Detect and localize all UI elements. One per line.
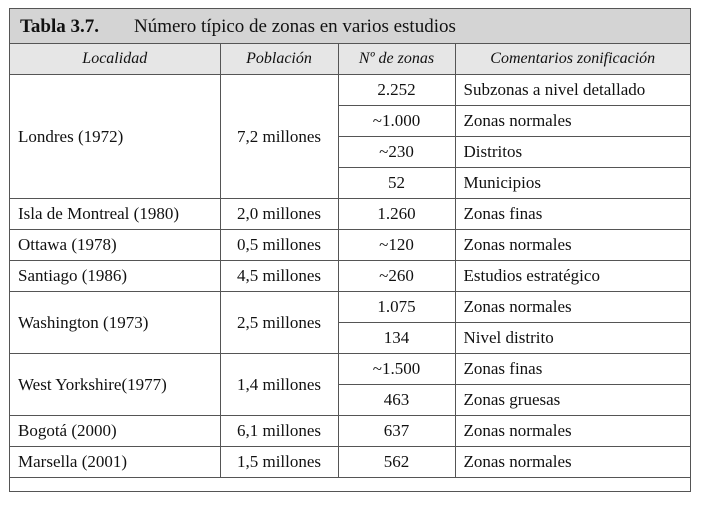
table-row: Londres (1972) 7,2 millones 2.252 Subzonas …: [10, 74, 690, 199]
cell-num-zonas: ~1.000: [338, 105, 456, 137]
cell-comentario: Zonas normales: [454, 415, 690, 447]
cell-num-zonas: ~1.500: [337, 353, 456, 385]
cell-comentario: Zonas gruesas: [454, 384, 690, 416]
table-row: 134 Nivel distrito: [10, 322, 690, 354]
cell-num-zonas: 52: [338, 167, 456, 199]
cell-comentario: Zonas normales: [454, 105, 690, 137]
cell-comentario: Zonas finas: [454, 198, 690, 230]
table-row: Bogotá (2000) 6,1 millones 637 Zonas normal…: [10, 415, 690, 447]
cell-comentario: Distritos: [454, 136, 690, 168]
cell-comentario: Municipios: [454, 167, 690, 199]
table-body: Londres (1972) 7,2 millones 2.252 Subzonas …: [10, 74, 690, 478]
cell-localidad: Ottawa (1978): [10, 229, 221, 261]
cell-comentario: Zonas normales: [454, 229, 690, 261]
cell-localidad: Marsella (2001): [10, 446, 221, 478]
cell-num-zonas: 463: [338, 384, 456, 416]
zones-table: Localidad Población Nº de zonas Comentar…: [10, 44, 690, 478]
cell-localidad: Washington (1973): [10, 291, 221, 354]
table-row: ~1.000 Zonas normales: [10, 105, 690, 137]
cell-num-zonas: 1.260: [337, 198, 456, 230]
table-row: Isla de Montreal (1980) 2,0 millones 1.260…: [10, 198, 690, 230]
cell-num-zonas: ~260: [337, 260, 456, 292]
cell-localidad: Londres (1972): [10, 74, 221, 199]
cell-poblacion: 4,5 millones: [219, 260, 339, 292]
cell-num-zonas: 637: [337, 415, 456, 447]
cell-num-zonas: 1.075: [337, 291, 456, 323]
cell-num-zonas: 134: [338, 322, 456, 354]
cell-num-zonas: ~120: [337, 229, 456, 261]
table-row: Marsella (2001) 1,5 millones 562 Zonas norm…: [10, 446, 690, 478]
header-poblacion: Población: [219, 44, 339, 75]
cell-poblacion: 1,5 millones: [219, 446, 339, 478]
cell-comentario: Subzonas a nivel detallado: [454, 74, 690, 106]
cell-comentario: Estudios estratégico: [454, 260, 690, 292]
cell-poblacion: 1,4 millones: [219, 353, 339, 416]
cell-comentario: Zonas finas: [454, 353, 690, 385]
table-row: Santiago (1986) 4,5 millones ~260 Estudios …: [10, 260, 690, 292]
cell-num-zonas: 2.252: [337, 74, 456, 106]
cell-num-zonas: ~230: [338, 136, 456, 168]
cell-poblacion: 2,0 millones: [219, 198, 339, 230]
header-num-zonas: Nº de zonas: [337, 44, 456, 75]
table-row: Ottawa (1978) 0,5 millones ~120 Zonas norma…: [10, 229, 690, 261]
table-number: Tabla 3.7.: [20, 16, 100, 37]
cell-comentario: Zonas normales: [454, 446, 690, 478]
cell-localidad: Santiago (1986): [10, 260, 221, 292]
table-title: Número típico de zonas en varios estudio…: [134, 16, 456, 37]
cell-localidad: Bogotá (2000): [10, 415, 221, 447]
header-comentarios: Comentarios zonificación: [454, 44, 690, 75]
cell-num-zonas: 562: [337, 446, 456, 478]
table-row: West Yorkshire(1977) 1,4 millones ~1.500 Zo…: [10, 353, 690, 416]
header-localidad: Localidad: [10, 44, 221, 75]
table-row: 463 Zonas gruesas: [10, 384, 690, 416]
cell-comentario: Nivel distrito: [454, 322, 690, 354]
cell-poblacion: 7,2 millones: [219, 74, 339, 199]
header-row: Localidad Población Nº de zonas Comentar…: [10, 44, 690, 75]
cell-poblacion: 0,5 millones: [219, 229, 339, 261]
cell-poblacion: 6,1 millones: [219, 415, 339, 447]
cell-localidad: West Yorkshire(1977): [10, 353, 221, 416]
table-row: Washington (1973) 2,5 millones 1.075 Zonas …: [10, 291, 690, 354]
table-frame: Tabla 3.7. Número típico de zonas en var…: [9, 8, 691, 492]
table-caption: Tabla 3.7. Número típico de zonas en var…: [10, 9, 690, 44]
cell-localidad: Isla de Montreal (1980): [10, 198, 221, 230]
cell-comentario: Zonas normales: [454, 291, 690, 323]
cell-poblacion: 2,5 millones: [219, 291, 339, 354]
